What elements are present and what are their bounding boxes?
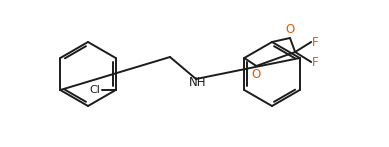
Text: Cl: Cl: [90, 85, 101, 95]
Text: O: O: [252, 68, 261, 81]
Text: NH: NH: [189, 76, 207, 88]
Text: F: F: [312, 56, 319, 69]
Text: F: F: [312, 35, 319, 49]
Text: O: O: [286, 23, 294, 36]
